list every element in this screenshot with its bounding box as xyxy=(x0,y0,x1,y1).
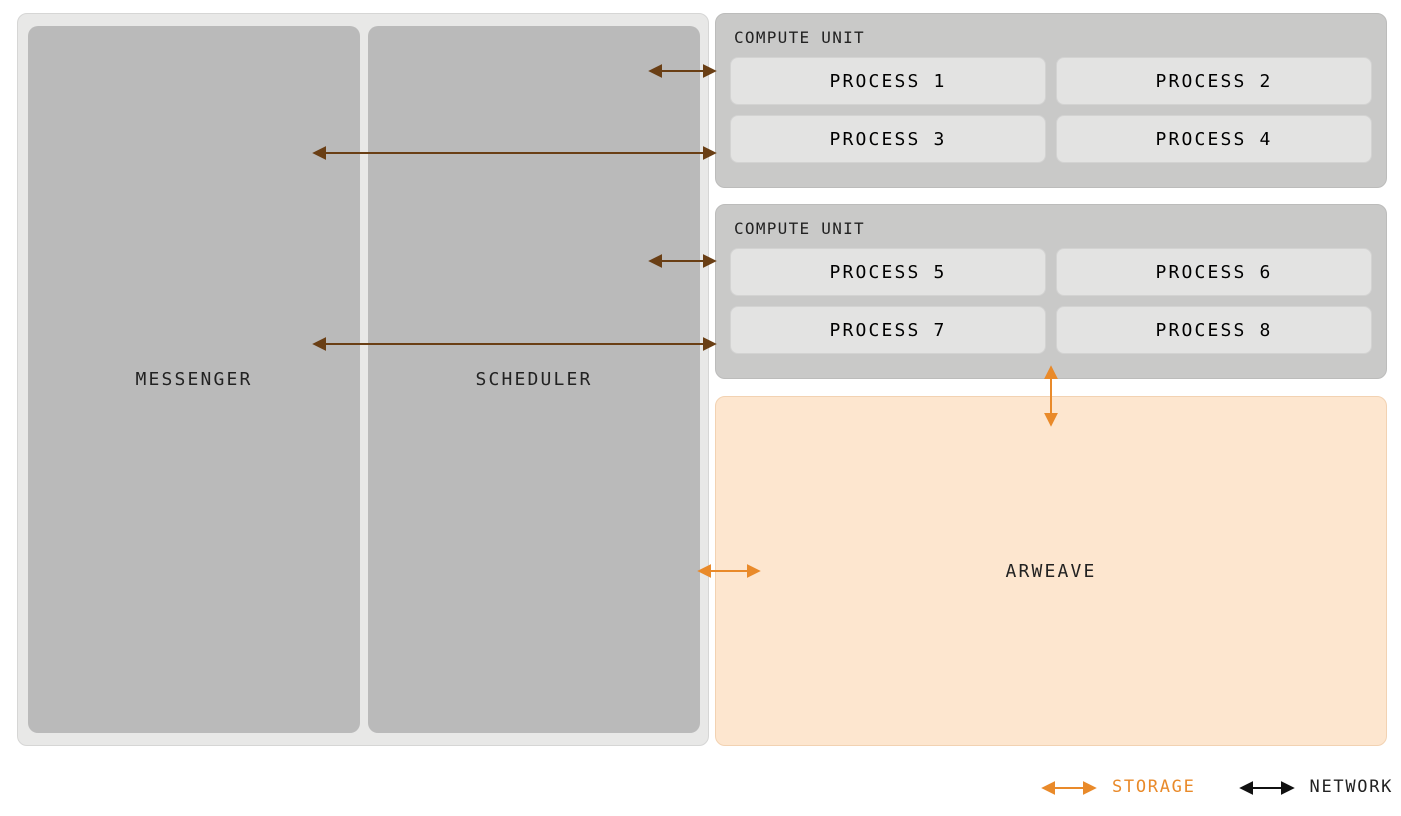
scheduler-box: SCHEDULER xyxy=(368,26,700,733)
legend-network-label: NETWORK xyxy=(1310,777,1394,797)
process-box: PROCESS 6 xyxy=(1056,248,1372,296)
legend-storage-label: STORAGE xyxy=(1112,777,1196,797)
arweave-label: ARWEAVE xyxy=(1006,561,1097,582)
process-box: PROCESS 3 xyxy=(730,115,1046,163)
compute-unit-1-grid: PROCESS 1PROCESS 2PROCESS 3PROCESS 4 xyxy=(716,57,1386,177)
architecture-diagram: MESSENGER SCHEDULER COMPUTE UNIT PROCESS… xyxy=(0,0,1401,816)
legend-network-arrow-icon xyxy=(1238,780,1296,794)
process-box: PROCESS 2 xyxy=(1056,57,1372,105)
compute-unit-2: COMPUTE UNIT PROCESS 5PROCESS 6PROCESS 7… xyxy=(715,204,1387,379)
process-box: PROCESS 1 xyxy=(730,57,1046,105)
process-box: PROCESS 7 xyxy=(730,306,1046,354)
compute-unit-1: COMPUTE UNIT PROCESS 1PROCESS 2PROCESS 3… xyxy=(715,13,1387,188)
legend-storage: STORAGE xyxy=(1040,777,1196,797)
legend-network: NETWORK xyxy=(1238,777,1394,797)
messenger-box: MESSENGER xyxy=(28,26,360,733)
compute-unit-2-heading: COMPUTE UNIT xyxy=(716,205,1386,248)
process-box: PROCESS 4 xyxy=(1056,115,1372,163)
process-box: PROCESS 5 xyxy=(730,248,1046,296)
compute-unit-2-grid: PROCESS 5PROCESS 6PROCESS 7PROCESS 8 xyxy=(716,248,1386,368)
process-box: PROCESS 8 xyxy=(1056,306,1372,354)
legend-storage-arrow-icon xyxy=(1040,780,1098,794)
compute-unit-1-heading: COMPUTE UNIT xyxy=(716,14,1386,57)
messenger-label: MESSENGER xyxy=(136,369,253,390)
arweave-box: ARWEAVE xyxy=(715,396,1387,746)
legend: STORAGE NETWORK xyxy=(1040,777,1393,797)
scheduler-label: SCHEDULER xyxy=(476,369,593,390)
